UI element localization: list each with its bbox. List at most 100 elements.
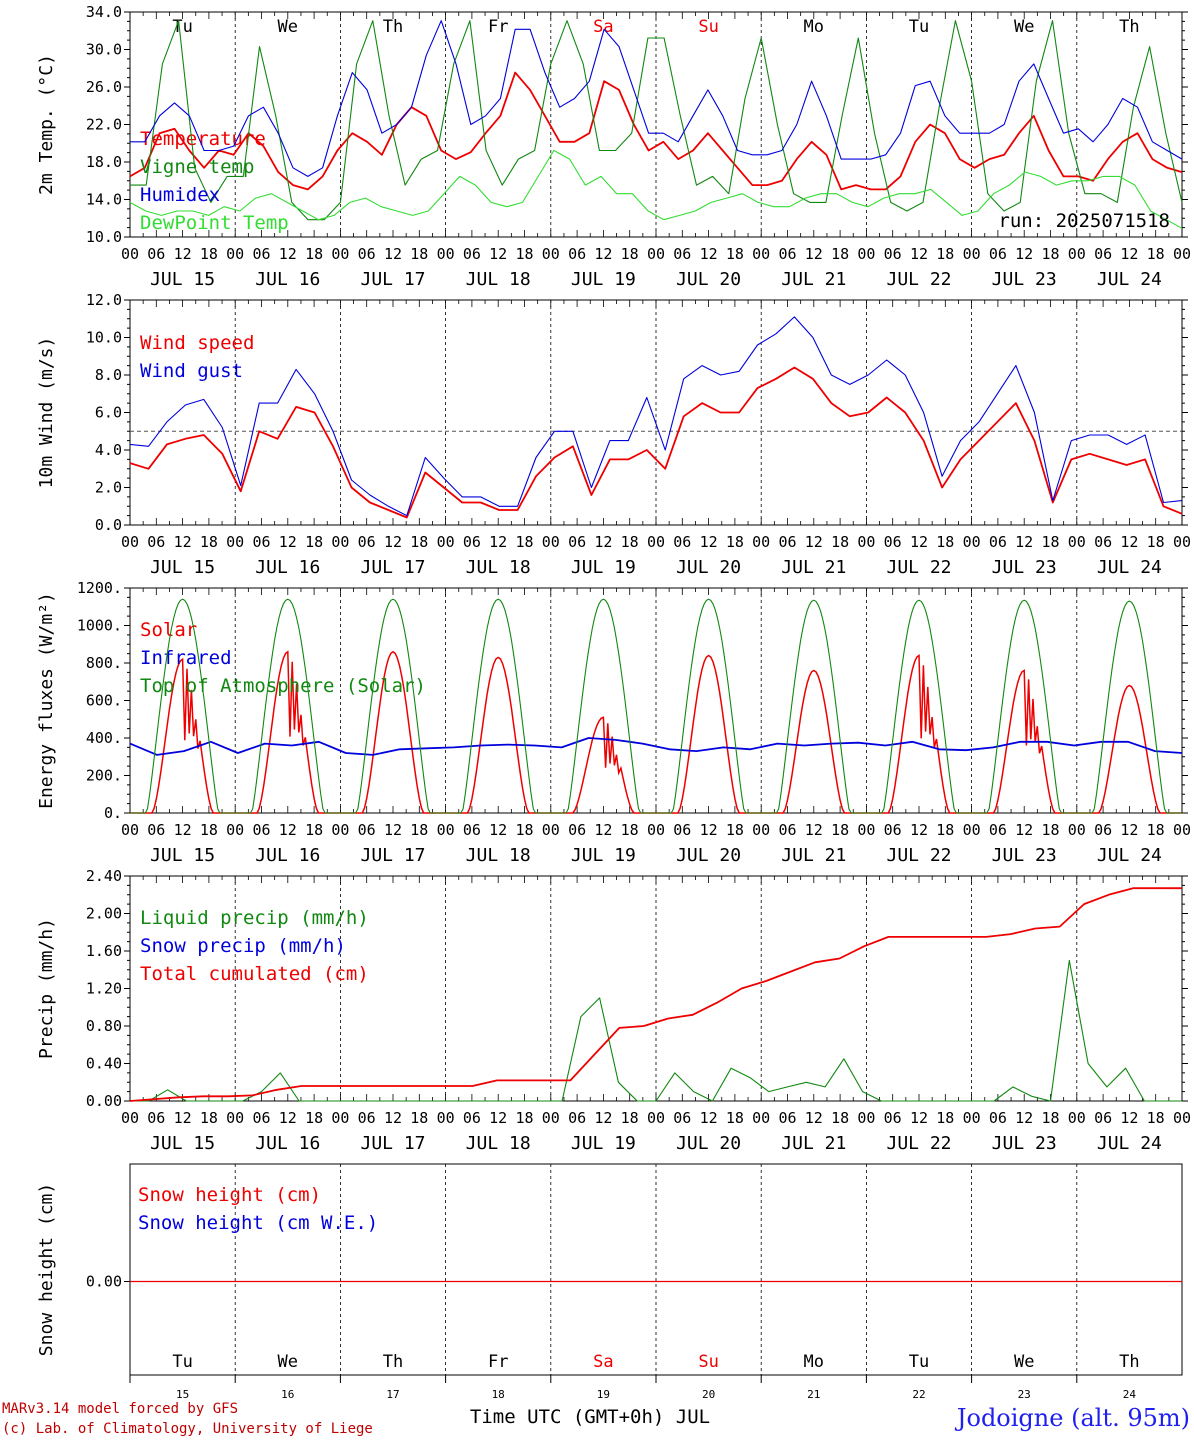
hour-tick-label: 18 [1041, 1109, 1059, 1127]
hour-tick-label: 12 [1015, 1109, 1033, 1127]
run-label: run: 2025071518 [998, 210, 1170, 232]
hour-tick-label: 12 [805, 821, 823, 839]
hour-tick-label: 12 [805, 1109, 823, 1127]
hour-tick-label: 12 [489, 245, 507, 263]
hour-tick-label: 12 [1015, 245, 1033, 263]
x-axis-label: Time UTC (GMT+0h) JUL [470, 1406, 710, 1428]
hour-tick-label: 06 [884, 245, 902, 263]
date-label: JUL 15 [150, 557, 215, 578]
hour-tick-label: 06 [989, 533, 1007, 551]
y-tick-label: 0.00 [86, 1273, 122, 1291]
hour-tick-label: 00 [647, 245, 665, 263]
date-label: JUL 22 [886, 845, 951, 866]
hour-tick-label: 18 [621, 533, 639, 551]
hour-tick-label: 06 [252, 533, 270, 551]
date-label: JUL 21 [781, 557, 846, 578]
hour-tick-label: 00 [647, 1109, 665, 1127]
date-label: JUL 23 [992, 845, 1057, 866]
date-label: JUL 19 [571, 269, 636, 290]
hour-tick-label: 18 [305, 533, 323, 551]
hour-tick-label: 06 [778, 1109, 796, 1127]
legend-entry: Humidex [140, 184, 220, 206]
date-label: JUL 24 [1097, 845, 1162, 866]
hour-tick-label: 18 [515, 821, 533, 839]
day-number: 24 [1123, 1388, 1137, 1401]
hour-tick-label: 00 [331, 821, 349, 839]
y-axis-label: Precip (mm/h) [36, 918, 57, 1059]
hour-tick-label: 00 [963, 245, 981, 263]
hour-tick-label: 18 [515, 245, 533, 263]
y-tick-label: 10.0 [86, 329, 122, 347]
hour-tick-label: 00 [647, 533, 665, 551]
hour-tick-label: 00 [857, 821, 875, 839]
hour-tick-label: 12 [805, 533, 823, 551]
hour-tick-label: 12 [384, 1109, 402, 1127]
hour-tick-label: 12 [279, 821, 297, 839]
hour-tick-label: 18 [410, 533, 428, 551]
hour-tick-label: 06 [252, 245, 270, 263]
date-label: JUL 19 [571, 845, 636, 866]
day-label: Th [1119, 1352, 1139, 1372]
hour-tick-label: 06 [147, 533, 165, 551]
y-axis-label: Snow height (cm) [36, 1183, 57, 1356]
hour-tick-label: 12 [594, 533, 612, 551]
hour-tick-label: 00 [437, 245, 455, 263]
hour-tick-label: 00 [963, 821, 981, 839]
date-label: JUL 19 [571, 557, 636, 578]
day-number: 15 [176, 1388, 189, 1401]
hour-tick-label: 00 [1068, 821, 1086, 839]
y-tick-label: 2.40 [86, 867, 122, 885]
y-tick-label: 2.00 [86, 905, 122, 923]
hour-tick-label: 12 [384, 245, 402, 263]
hour-tick-label: 12 [910, 821, 928, 839]
date-label: JUL 18 [466, 845, 531, 866]
hour-tick-label: 12 [384, 821, 402, 839]
day-label: Sa [593, 1352, 613, 1372]
hour-tick-label: 00 [857, 245, 875, 263]
hour-tick-label: 12 [910, 533, 928, 551]
hour-tick-label: 18 [831, 245, 849, 263]
hour-tick-label: 18 [515, 1109, 533, 1127]
hour-tick-label: 06 [568, 1109, 586, 1127]
hour-tick-label: 00 [542, 821, 560, 839]
hour-tick-label: 18 [305, 1109, 323, 1127]
panel-snow: Snow height (cm) Tu We Th Fr Sa Su Mo Tu We Th Snow… [36, 1163, 1183, 1401]
y-tick-label: 4.0 [95, 441, 122, 459]
hour-tick-label: 06 [673, 245, 691, 263]
hour-tick-label: 12 [594, 1109, 612, 1127]
date-label: JUL 23 [992, 1133, 1057, 1154]
hour-tick-label: 06 [463, 245, 481, 263]
series-vigne-temp [130, 20, 1183, 221]
hour-tick-label: 12 [489, 1109, 507, 1127]
legend-entry: Total cumulated (cm) [140, 963, 369, 985]
day-number: 17 [386, 1388, 399, 1401]
legend-entry: Snow height (cm) [138, 1184, 321, 1206]
hour-tick-label: 18 [410, 1109, 428, 1127]
panel-frame [129, 587, 1183, 814]
y-tick-label: 22.0 [86, 116, 122, 134]
hour-tick-label: 18 [410, 245, 428, 263]
hour-tick-label: 00 [331, 1109, 349, 1127]
hour-tick-label: 00 [226, 533, 244, 551]
legend-entry: Liquid precip (mm/h) [140, 907, 369, 929]
hour-tick-label: 06 [463, 533, 481, 551]
hour-tick-label: 12 [594, 245, 612, 263]
date-label: JUL 17 [360, 269, 425, 290]
hour-tick-label: 06 [147, 245, 165, 263]
legend-entry: Wind gust [140, 360, 243, 382]
y-tick-label: 200. [86, 767, 122, 785]
hour-tick-label: 06 [568, 245, 586, 263]
hour-tick-label: 12 [910, 245, 928, 263]
hour-tick-label: 12 [174, 1109, 192, 1127]
hour-tick-label: 00 [121, 821, 139, 839]
y-axis-label: 10m Wind (m/s) [36, 337, 57, 489]
hour-tick-label: 12 [700, 245, 718, 263]
hour-tick-label: 06 [358, 245, 376, 263]
hour-tick-label: 18 [1041, 821, 1059, 839]
hour-tick-label: 12 [1120, 1109, 1138, 1127]
hour-tick-label: 06 [358, 1109, 376, 1127]
hour-tick-label: 00 [1068, 533, 1086, 551]
y-tick-label: 8.0 [95, 366, 122, 384]
hour-tick-label: 00 [542, 533, 560, 551]
date-label: JUL 21 [781, 845, 846, 866]
